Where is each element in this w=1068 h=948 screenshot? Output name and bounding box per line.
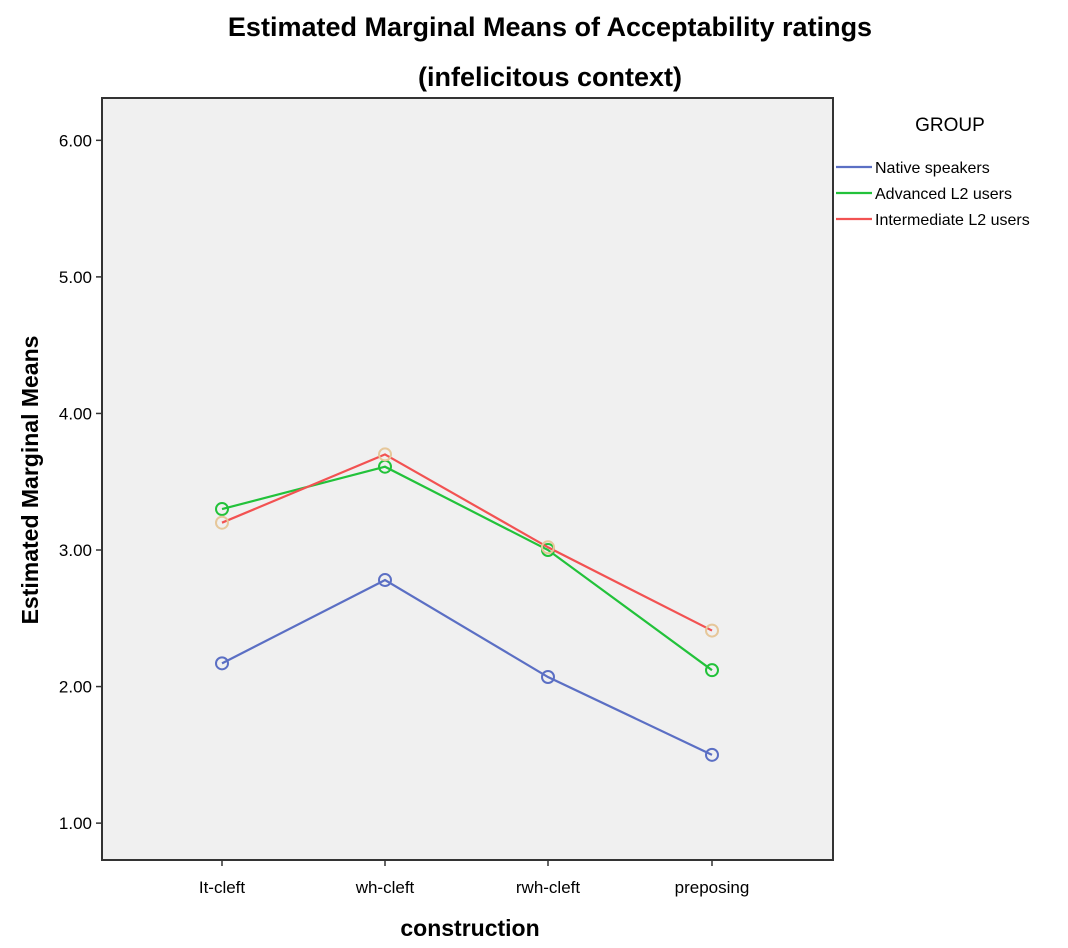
y-tick-label: 6.00 bbox=[59, 131, 92, 150]
data-point bbox=[541, 670, 555, 685]
data-point bbox=[378, 573, 392, 588]
legend: GROUP Native speakers Advanced L2 users In… bbox=[836, 115, 1030, 229]
data-point bbox=[541, 540, 555, 555]
legend-items: Native speakers Advanced L2 users Intermed… bbox=[836, 160, 1030, 229]
data-point bbox=[705, 623, 719, 638]
y-tick-label: 1.00 bbox=[59, 814, 92, 833]
series-line bbox=[221, 453, 713, 632]
y-tick-label: 2.00 bbox=[59, 678, 92, 697]
y-tick-label: 3.00 bbox=[59, 541, 92, 560]
legend-label: Intermediate L2 users bbox=[875, 212, 1030, 229]
x-tick-label: It-cleft bbox=[199, 878, 246, 897]
series-layer bbox=[215, 447, 719, 762]
legend-label: Native speakers bbox=[875, 160, 990, 177]
series-0 bbox=[215, 573, 719, 762]
series-line bbox=[221, 578, 713, 756]
x-tick-label: wh-cleft bbox=[355, 878, 415, 897]
y-tick-label: 4.00 bbox=[59, 404, 92, 423]
data-point bbox=[215, 502, 229, 517]
x-axis: It-cleft wh-cleft rwh-cleft preposing bbox=[199, 860, 749, 897]
data-point bbox=[705, 747, 719, 762]
data-point bbox=[378, 447, 392, 462]
y-axis: 1.00 2.00 3.00 4.00 5.00 6.00 bbox=[59, 131, 102, 833]
x-axis-title: construction bbox=[400, 915, 539, 941]
data-point bbox=[215, 515, 229, 530]
data-point bbox=[705, 663, 719, 678]
x-tick-label: rwh-cleft bbox=[516, 878, 581, 897]
x-tick-label: preposing bbox=[675, 878, 750, 897]
y-axis-title: Estimated Marginal Means bbox=[17, 336, 43, 625]
legend-title: GROUP bbox=[915, 115, 985, 136]
legend-label: Advanced L2 users bbox=[875, 186, 1012, 203]
chart-subtitle: (infelicitous context) bbox=[418, 62, 682, 92]
data-point bbox=[215, 656, 229, 671]
chart-title: Estimated Marginal Means of Acceptabilit… bbox=[228, 12, 872, 42]
y-tick-label: 5.00 bbox=[59, 268, 92, 287]
plot-area bbox=[101, 97, 834, 861]
series-2 bbox=[215, 447, 719, 638]
